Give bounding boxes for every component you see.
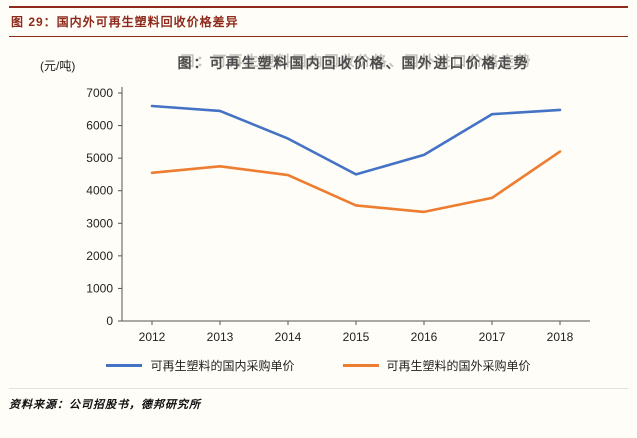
legend-line-swatch-domestic [106,364,143,367]
report-header: 图 29：国内外可再生塑料回收价格差异 [9,6,628,37]
chart-title: 图：可再生塑料国内回收价格、国外进口价格走势 [177,55,530,71]
svg-text:2015: 2015 [343,330,370,344]
legend-item-domestic: 可再生塑料的国内采购单价 [106,357,295,374]
figure-caption: 图 29：国内外可再生塑料回收价格差异 [11,15,239,29]
svg-text:5000: 5000 [86,151,113,165]
legend-line-swatch-foreign [342,364,379,367]
legend-label-foreign: 可再生塑料的国外采购单价 [386,359,531,373]
legend-label-domestic: 可再生塑料的国内采购单价 [150,359,295,373]
svg-text:2014: 2014 [275,330,302,344]
svg-text:2012: 2012 [139,330,166,344]
legend: 可再生塑料的国内采购单价 可再生塑料的国外采购单价 [12,357,625,374]
y-axis-unit-label: (元/吨) [40,59,76,73]
svg-text:2013: 2013 [207,330,234,344]
line-chart: 0 1000 2000 3000 4000 5000 6000 7000 2012 2013 201… [86,86,590,344]
svg-text:4000: 4000 [86,184,113,198]
chart: (元/吨) 图：可再生塑料国内回收价格、国外进口价格走势 0 1000 2000 30… [12,47,625,374]
svg-text:2017: 2017 [479,330,506,344]
svg-text:0: 0 [106,314,113,328]
svg-text:6000: 6000 [86,119,113,133]
source-row: 资料来源：公司招股书，德邦研究所 [9,388,628,413]
svg-text:1000: 1000 [86,281,113,295]
svg-text:3000: 3000 [86,216,113,230]
legend-item-foreign: 可再生塑料的国外采购单价 [342,357,531,374]
svg-text:2018: 2018 [547,330,574,344]
svg-text:2016: 2016 [411,330,438,344]
svg-text:7000: 7000 [86,86,113,100]
chart-header: (元/吨) 图：可再生塑料国内回收价格、国外进口价格走势 [12,47,625,81]
source-text: 资料来源：公司招股书，德邦研究所 [9,399,201,411]
svg-text:2000: 2000 [86,249,113,263]
